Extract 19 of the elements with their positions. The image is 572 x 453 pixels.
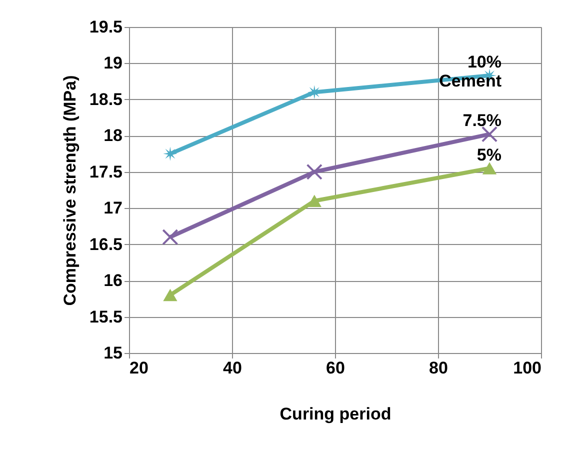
- x-tick-label: 40: [223, 358, 242, 378]
- x-tick-label: 20: [130, 358, 148, 378]
- y-tick-label: 16.5: [89, 234, 122, 254]
- y-tick-label: 15.5: [89, 307, 122, 326]
- y-tick-label: 18.5: [89, 90, 122, 109]
- series-label: 7.5%: [462, 111, 502, 130]
- x-tick-label: 100: [513, 358, 542, 378]
- y-tick-label: 18: [104, 126, 122, 146]
- x-axis-title: Curing period: [280, 404, 392, 424]
- y-tick-label: 19: [104, 54, 122, 73]
- series-label: 5%: [476, 145, 502, 164]
- y-tick-label: 15: [104, 344, 122, 362]
- y-tick-label: 16: [104, 271, 122, 290]
- x-tick-label: 60: [326, 358, 345, 378]
- y-tick-label: 17.5: [89, 162, 122, 182]
- y-tick-label: 19.5: [89, 18, 122, 36]
- y-axis-title: Compressive strength (MPa): [60, 75, 80, 306]
- x-tick-label: 80: [429, 358, 448, 378]
- y-tick-label: 17: [104, 198, 122, 218]
